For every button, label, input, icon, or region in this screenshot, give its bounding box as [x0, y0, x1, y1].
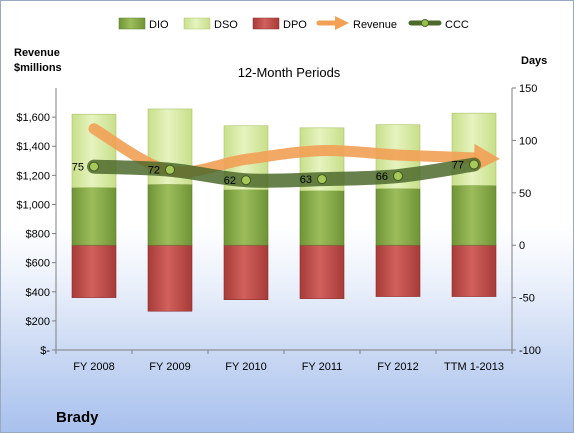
legend-label-revenue: Revenue [353, 19, 397, 31]
bar-dio-1 [147, 184, 193, 246]
ccc-label-4: 66 [376, 171, 388, 183]
ccc-point-5 [469, 159, 479, 170]
x-tick-label-5: TTM 1-2013 [444, 361, 504, 373]
ccc-point-4 [393, 171, 403, 182]
y-right-tick-label-5: 150 [519, 83, 537, 95]
legend-revenue-arrow-icon [316, 16, 349, 30]
y-left-tick-label-1: $200 [26, 316, 50, 328]
ccc-label-0: 75 [72, 162, 84, 174]
y-left-tick-label-8: $1,600 [16, 112, 50, 124]
bar-dio-3 [299, 190, 345, 246]
axes-layer: $- $200 $400 $600 $800 $1,000 $1,200 $1,400 $1,6… [16, 83, 541, 373]
bar-layer [71, 108, 497, 312]
ccc-point-1 [165, 164, 175, 175]
company-name: Brady [56, 409, 99, 426]
x-tick-label-4: FY 2012 [377, 361, 418, 373]
chart-title: 12-Month Periods [238, 65, 341, 80]
ccc-layer: 75 72 62 63 66 77 [72, 157, 481, 188]
bar-dio-5 [451, 185, 497, 246]
ccc-point-3 [317, 174, 327, 185]
bar-dpo-0 [71, 244, 117, 298]
bar-dio-2 [223, 189, 269, 246]
bar-dpo-3 [299, 244, 345, 299]
ccc-label-5: 77 [452, 160, 464, 172]
x-tick-label-0: FY 2008 [73, 361, 114, 373]
y-right-tick-label-3: 50 [519, 188, 531, 200]
y-right-tick-label-2: 0 [519, 240, 525, 252]
bar-dpo-5 [451, 244, 497, 297]
legend-label-dso: DSO [214, 19, 238, 31]
y-left-tick-label-4: $800 [26, 229, 50, 241]
ccc-point-0 [89, 161, 99, 172]
bar-dio-4 [375, 188, 421, 246]
y-right-tick-label-1: -50 [519, 293, 535, 305]
ccc-line [87, 157, 481, 188]
y-right-title: Days [521, 55, 547, 67]
legend-ccc-line-icon [408, 19, 442, 27]
ccc-label-3: 63 [300, 174, 312, 186]
y-left-tick-label-7: $1,400 [16, 141, 50, 153]
y-left-tick-label-5: $1,000 [16, 199, 50, 211]
y-right-tick-label-0: -100 [519, 345, 541, 357]
bar-dso-5 [451, 112, 497, 186]
y-left-title-line1: Revenue [14, 47, 60, 59]
x-tick-label-3: FY 2011 [302, 361, 343, 373]
y-left-tick-label-3: $600 [26, 258, 50, 270]
y-left-tick-label-2: $400 [26, 287, 50, 299]
legend-swatch-dio [118, 17, 146, 30]
legend-label-dpo: DPO [283, 19, 307, 31]
legend-swatch-dpo [252, 17, 280, 30]
bar-dio-0 [71, 187, 117, 246]
x-tick-label-1: FY 2009 [149, 361, 190, 373]
legend-label-dio: DIO [149, 19, 169, 31]
legend-swatch-dso [183, 17, 211, 30]
x-tick-label-2: FY 2010 [225, 361, 266, 373]
legend: DIO DSO DPO Revenue CCC [118, 16, 469, 31]
y-left-title-line2: $millions [14, 62, 62, 74]
legend-label-ccc: CCC [445, 19, 469, 31]
y-left-tick-label-6: $1,200 [16, 170, 50, 182]
bar-dpo-2 [223, 244, 269, 300]
bar-dpo-1 [147, 244, 193, 312]
ccc-label-2: 62 [224, 175, 236, 187]
bar-dpo-4 [375, 244, 421, 297]
y-left-tick-label-0: $- [40, 345, 50, 357]
ccc-point-2 [241, 175, 251, 186]
ccc-label-1: 72 [148, 165, 160, 177]
y-right-tick-label-4: 100 [519, 135, 537, 147]
